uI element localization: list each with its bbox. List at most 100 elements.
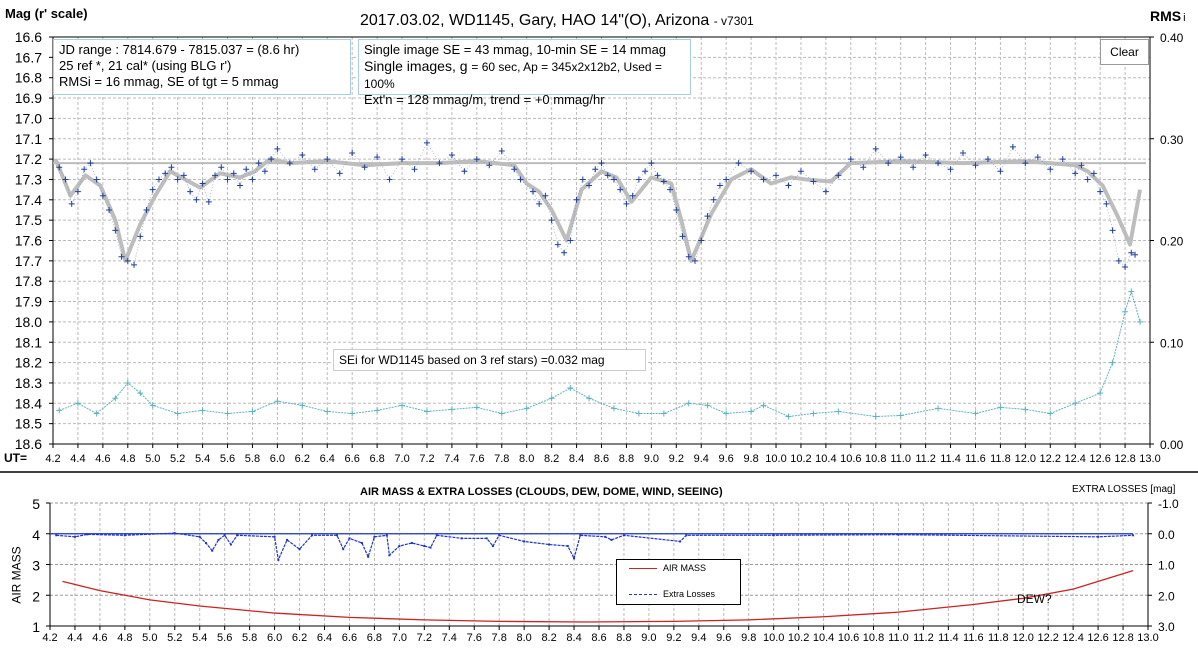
extra-losses-point bbox=[1132, 534, 1135, 537]
main-x-tick-label: 10.2 bbox=[790, 453, 811, 465]
observed-point bbox=[723, 176, 730, 183]
main-x-tick-label: 11.2 bbox=[915, 453, 936, 465]
observed-point bbox=[1128, 249, 1135, 256]
lower-x-tick-label: 12.2 bbox=[1037, 632, 1058, 644]
rms-tick-label: 0.20 bbox=[1160, 235, 1184, 249]
observed-point bbox=[860, 164, 867, 171]
sei-point bbox=[299, 402, 306, 409]
observed-point bbox=[642, 168, 649, 175]
losses-tick-label: 3.0 bbox=[1158, 620, 1175, 634]
extra-losses-point bbox=[173, 532, 176, 535]
model-curve bbox=[53, 157, 1142, 263]
lower-x-tick-label: 7.0 bbox=[392, 632, 407, 644]
extra-losses-point bbox=[573, 557, 576, 560]
observed-point bbox=[635, 176, 642, 183]
main-x-tick-label: 8.2 bbox=[544, 453, 559, 465]
extra-losses-point bbox=[423, 545, 426, 548]
observed-point bbox=[698, 237, 705, 244]
observed-point bbox=[960, 149, 967, 156]
extra-losses-point bbox=[236, 534, 239, 537]
main-x-tick-label: 7.4 bbox=[444, 453, 459, 465]
sei-point bbox=[1022, 406, 1029, 413]
observed-point bbox=[399, 156, 406, 163]
legend-losses-label: Extra Losses bbox=[663, 589, 716, 599]
observed-point bbox=[1084, 176, 1091, 183]
observed-point bbox=[872, 145, 879, 152]
main-x-tick-label: 9.6 bbox=[719, 453, 734, 465]
sei-point bbox=[567, 385, 574, 392]
extra-losses-point bbox=[429, 546, 432, 549]
sei-point bbox=[835, 408, 842, 415]
lower-x-tick-label: 8.6 bbox=[591, 632, 606, 644]
observed-point bbox=[218, 164, 225, 171]
main-x-tick-label: 13.0 bbox=[1139, 453, 1160, 465]
observed-point bbox=[255, 160, 262, 167]
lower-x-tick-label: 9.2 bbox=[666, 632, 681, 644]
observed-line bbox=[58, 142, 1136, 268]
sei-point bbox=[199, 407, 206, 414]
observed-point bbox=[205, 198, 212, 205]
lower-y-tick-label: 4 bbox=[32, 527, 40, 543]
lower-x-tick-label: 6.2 bbox=[292, 632, 307, 644]
main-x-tick-label: 9.0 bbox=[644, 453, 659, 465]
sei-point bbox=[174, 410, 181, 417]
observed-point bbox=[274, 145, 281, 152]
sei-point bbox=[897, 412, 904, 419]
extra-losses-point bbox=[388, 554, 391, 557]
observed-point bbox=[610, 176, 617, 183]
sei-point bbox=[399, 402, 406, 409]
lower-x-tick-label: 11.6 bbox=[963, 632, 984, 644]
clear-button[interactable]: Clear bbox=[1100, 39, 1149, 65]
observed-point bbox=[1078, 162, 1085, 169]
extra-losses-point bbox=[123, 534, 126, 537]
observed-point bbox=[1122, 263, 1129, 270]
lower-x-tick-label: 10.0 bbox=[763, 632, 784, 644]
extra-losses-point bbox=[373, 535, 376, 538]
ut-label: UT= bbox=[4, 451, 28, 465]
sei-point bbox=[785, 413, 792, 420]
main-x-tick-label: 5.2 bbox=[170, 453, 185, 465]
observed-point bbox=[1072, 170, 1079, 177]
rms-label-text: RMS bbox=[1150, 8, 1182, 24]
sei-point bbox=[249, 408, 256, 415]
observed-point bbox=[386, 176, 393, 183]
sei-point bbox=[93, 410, 100, 417]
main-x-tick-label: 6.2 bbox=[295, 453, 310, 465]
sei-point bbox=[1109, 359, 1116, 366]
sei-point bbox=[423, 408, 430, 415]
sei-point bbox=[473, 404, 480, 411]
lower-legend: AIR MASS Extra Losses bbox=[616, 559, 741, 605]
air-mass-axis-label: AIR MASS bbox=[9, 546, 24, 604]
main-x-tick-label: 7.0 bbox=[394, 453, 409, 465]
main-x-tick-label: 11.6 bbox=[965, 453, 986, 465]
main-x-tick-label: 12.4 bbox=[1064, 453, 1085, 465]
observed-point bbox=[835, 172, 842, 179]
observed-point bbox=[212, 172, 219, 179]
sei-point bbox=[935, 405, 942, 412]
observed-point bbox=[910, 164, 917, 171]
extra-losses-point bbox=[286, 538, 289, 541]
observed-point bbox=[180, 172, 187, 179]
extra-losses-point bbox=[360, 541, 363, 544]
main-x-tick-label: 11.0 bbox=[890, 453, 911, 465]
observed-point bbox=[529, 188, 536, 195]
sei-point bbox=[124, 379, 131, 386]
observed-point bbox=[1047, 166, 1054, 173]
sei-point bbox=[523, 405, 530, 412]
main-x-tick-label: 6.8 bbox=[369, 453, 384, 465]
se-info-box: Single image SE = 43 mmag, 10-min SE = 1… bbox=[358, 39, 691, 107]
rms-tick-label: 0.10 bbox=[1160, 336, 1184, 350]
rms-tick-label: 0.00 bbox=[1160, 438, 1184, 452]
se-text: Single image SE = 43 mmag, 10-min SE = 1… bbox=[364, 42, 667, 57]
extra-losses-point bbox=[685, 534, 688, 537]
observed-point bbox=[822, 188, 829, 195]
sei-point bbox=[349, 410, 356, 417]
observed-point bbox=[1115, 257, 1122, 264]
main-y-tick-label: 16.6 bbox=[15, 29, 42, 45]
lower-y-tick-label: 5 bbox=[32, 496, 40, 512]
extra-losses-point bbox=[211, 549, 214, 552]
observed-point bbox=[716, 182, 723, 189]
extra-losses-point bbox=[410, 541, 413, 544]
observed-point bbox=[74, 188, 81, 195]
observed-point bbox=[349, 149, 356, 156]
